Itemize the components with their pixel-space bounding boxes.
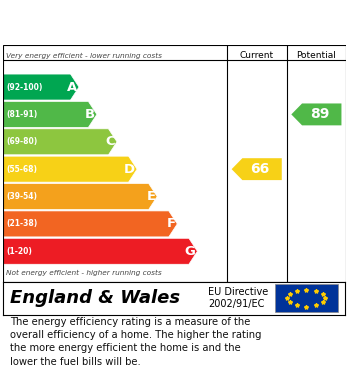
Polygon shape (3, 74, 79, 100)
Polygon shape (3, 211, 177, 237)
Text: Energy Efficiency Rating: Energy Efficiency Rating (10, 15, 232, 30)
Polygon shape (3, 238, 197, 264)
Text: (39-54): (39-54) (7, 192, 38, 201)
Text: B: B (85, 108, 95, 121)
Polygon shape (291, 104, 341, 126)
Text: D: D (124, 163, 135, 176)
Text: England & Wales: England & Wales (10, 289, 180, 307)
Text: The energy efficiency rating is a measure of the
overall efficiency of a home. T: The energy efficiency rating is a measur… (10, 317, 262, 367)
Text: Not energy efficient - higher running costs: Not energy efficient - higher running co… (6, 269, 161, 276)
Text: (81-91): (81-91) (7, 110, 38, 119)
Bar (275, 284, 338, 312)
Text: G: G (185, 245, 196, 258)
Polygon shape (3, 183, 157, 210)
Polygon shape (232, 158, 282, 180)
Polygon shape (3, 101, 97, 127)
Text: Very energy efficient - lower running costs: Very energy efficient - lower running co… (6, 53, 162, 59)
Text: (69-80): (69-80) (7, 137, 38, 146)
Text: 66: 66 (250, 162, 269, 176)
Text: (1-20): (1-20) (7, 247, 33, 256)
Text: A: A (67, 81, 77, 93)
Text: (21-38): (21-38) (7, 219, 38, 228)
Text: 89: 89 (310, 108, 329, 122)
Polygon shape (3, 156, 137, 182)
Polygon shape (3, 129, 117, 155)
Text: (55-68): (55-68) (7, 165, 38, 174)
Text: F: F (166, 217, 175, 230)
Text: E: E (146, 190, 155, 203)
Text: Potential: Potential (296, 51, 336, 60)
Text: Current: Current (240, 51, 274, 60)
Text: (92-100): (92-100) (7, 83, 43, 91)
Text: EU Directive
2002/91/EC: EU Directive 2002/91/EC (208, 287, 268, 309)
Text: C: C (105, 135, 115, 148)
